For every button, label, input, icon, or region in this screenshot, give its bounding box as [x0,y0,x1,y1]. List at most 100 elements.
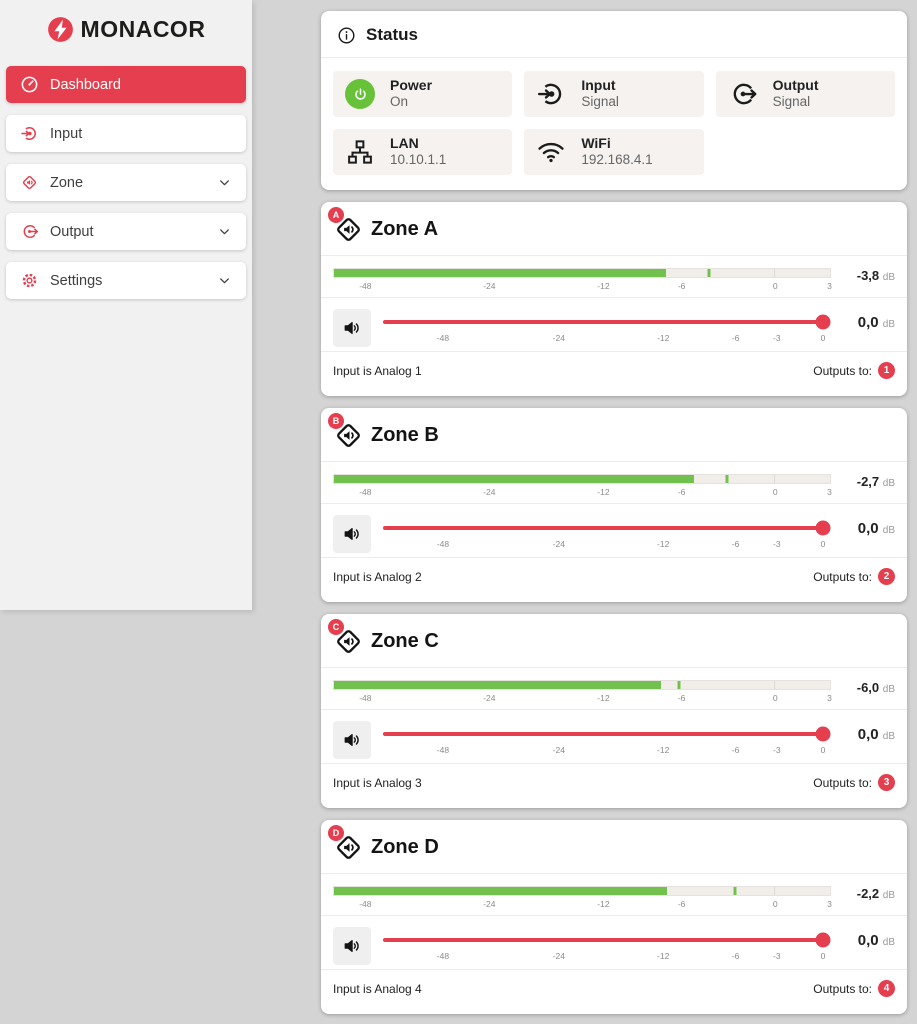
outputs-to-label: Outputs to: [813,775,872,790]
level-meter-fill [334,887,668,895]
zone-card-c: C Zone C -48 -24 -12 -6 0 3 -6,0 dB [321,614,907,808]
zone-letter-badge: C [328,619,344,635]
scale-tick: -6 [677,487,686,497]
status-tile-lan: LAN 10.10.1.1 [333,129,513,175]
scale-tick: -6 [677,693,686,703]
status-tile-input: Input Signal [524,71,704,117]
scale-tick: -48 [359,281,372,291]
scale-tick: -3 [773,333,781,343]
sidebar-item-label: Settings [50,272,103,289]
tile-label: Output [772,76,819,93]
level-meter-value: -6,0 dB [839,680,895,695]
level-meter-scale: -48 -24 -12 -6 0 3 [333,693,832,704]
scale-tick: 0 [772,281,778,291]
scale-tick: -24 [552,539,565,549]
tile-label: Input [581,76,616,93]
scale-tick: -12 [597,693,610,703]
scale-tick: -12 [657,333,670,343]
sidebar-item-output[interactable]: Output [6,213,246,250]
scale-tick: -12 [657,951,670,961]
scale-tick: 0 [772,899,778,909]
sidebar-item-zone[interactable]: Zone [6,164,246,201]
sidebar-nav: Dashboard Input Zone Output [0,58,252,299]
chevron-down-icon [217,273,232,288]
volume-slider[interactable] [383,932,831,948]
tile-label: LAN [390,134,419,151]
scale-tick: -48 [436,333,450,343]
sidebar-item-input[interactable]: Input [6,115,246,152]
lan-icon [345,137,375,167]
tile-label: WiFi [581,134,611,151]
logo: MONACOR [0,0,252,58]
volume-slider[interactable] [383,314,831,330]
zone-footer: Input is Analog 4 Outputs to: 4 [321,970,907,1007]
volume-db-unit: dB [882,319,895,330]
sidebar: MONACOR Dashboard Input Zone [0,0,252,610]
level-meter-peak [677,681,681,689]
zone-speaker-icon [333,420,364,451]
output-number-badge: 1 [878,362,895,379]
output-signal-icon [728,79,758,109]
zone-header: A Zone A [321,202,907,256]
zone-outputs: Outputs to: 4 [813,980,895,997]
sidebar-item-dashboard[interactable]: Dashboard [6,66,246,103]
scale-tick: -24 [483,487,496,497]
volume-slider[interactable] [383,520,831,536]
volume-slider-handle[interactable] [815,726,831,742]
zone-outputs: Outputs to: 1 [813,362,895,379]
status-tile-wifi: WiFi 192.168.4.1 [524,129,704,175]
sidebar-item-settings[interactable]: Settings [6,262,246,299]
power-icon [345,79,375,109]
scale-tick: -3 [773,539,781,549]
volume-slider[interactable] [383,726,831,742]
volume-slider-handle[interactable] [815,314,831,330]
scale-tick: -6 [677,281,686,291]
level-meter-value: -2,7 dB [839,474,895,489]
mute-button[interactable] [333,721,371,759]
zone-letter-badge: D [328,825,344,841]
sidebar-item-label: Output [50,223,94,240]
zone-speaker-icon [333,214,364,245]
zone-input-label: Input is Analog 1 [333,363,422,378]
outputs-to-label: Outputs to: [813,363,872,378]
scale-tick: -48 [436,539,450,549]
mute-button[interactable] [333,927,371,965]
output-number-badge: 4 [878,980,895,997]
meter-db-number: -6,0 [856,680,880,695]
volume-db-number: 0,0 [857,726,879,743]
mute-button[interactable] [333,309,371,347]
info-icon [337,26,356,45]
scale-tick: -24 [483,899,496,909]
scale-tick: -24 [552,333,565,343]
level-meter-fill [334,475,694,483]
meter-segment-line [774,475,776,483]
zone-input-label: Input is Analog 2 [333,569,422,584]
volume-value: 0,0 dB [839,515,895,537]
volume-slider-handle[interactable] [815,932,831,948]
zone-title: Zone B [371,424,439,446]
sidebar-item-label: Input [50,125,83,142]
volume-db-unit: dB [882,525,895,536]
volume-scale: -48 -24 -12 -6 -3 0 [383,951,827,962]
meter-segment-line [774,269,776,277]
meter-segment-line [774,887,776,895]
volume-slider-handle[interactable] [815,520,831,536]
scale-tick: -12 [597,487,610,497]
scale-tick: -12 [657,539,670,549]
scale-tick: -12 [597,281,610,291]
scale-tick: -48 [436,951,450,961]
scale-tick: -24 [483,693,496,703]
level-meter-row: -48 -24 -12 -6 0 3 -3,8 dB [321,256,907,298]
meter-db-number: -2,2 [856,886,880,901]
scale-tick: 0 [772,693,778,703]
volume-db-number: 0,0 [857,520,879,537]
zone-letter-badge: A [328,207,344,223]
level-meter-fill [334,269,667,277]
meter-db-unit: dB [882,478,895,489]
scale-tick: -48 [359,693,372,703]
meter-segment-line [774,681,776,689]
mute-button[interactable] [333,515,371,553]
volume-value: 0,0 dB [839,309,895,331]
volume-db-number: 0,0 [857,932,879,949]
scale-tick: -6 [731,333,740,343]
